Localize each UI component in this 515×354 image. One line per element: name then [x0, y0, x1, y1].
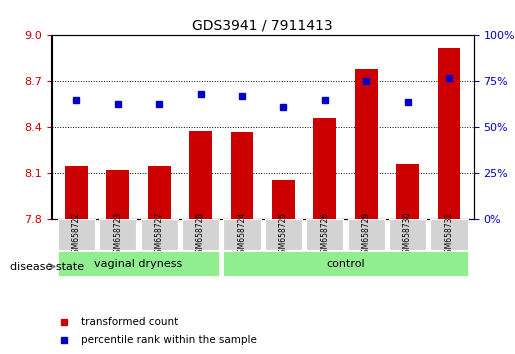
- Text: GSM658730: GSM658730: [403, 211, 412, 258]
- FancyBboxPatch shape: [265, 219, 302, 250]
- Bar: [189, 131, 212, 219]
- FancyBboxPatch shape: [224, 251, 468, 276]
- Text: GSM658726: GSM658726: [320, 211, 329, 258]
- Text: control: control: [326, 259, 365, 269]
- Bar: [148, 166, 170, 219]
- Text: GSM658722: GSM658722: [72, 211, 81, 258]
- Text: vaginal dryness: vaginal dryness: [94, 259, 183, 269]
- Bar: [396, 164, 419, 219]
- FancyBboxPatch shape: [99, 219, 136, 250]
- Text: GSM658729: GSM658729: [362, 211, 371, 258]
- FancyBboxPatch shape: [306, 219, 344, 250]
- Text: transformed count: transformed count: [81, 317, 178, 327]
- Bar: [355, 69, 377, 219]
- Text: GSM658728: GSM658728: [196, 211, 205, 258]
- Text: percentile rank within the sample: percentile rank within the sample: [81, 335, 257, 345]
- Text: GSM658725: GSM658725: [279, 211, 288, 258]
- Bar: [65, 166, 88, 219]
- Bar: [231, 132, 253, 219]
- Text: GSM658731: GSM658731: [444, 211, 454, 258]
- Text: disease state: disease state: [10, 262, 84, 272]
- FancyBboxPatch shape: [182, 219, 219, 250]
- FancyBboxPatch shape: [224, 219, 261, 250]
- Bar: [313, 118, 336, 219]
- Text: GSM658727: GSM658727: [154, 211, 164, 258]
- FancyBboxPatch shape: [431, 219, 468, 250]
- FancyBboxPatch shape: [58, 219, 95, 250]
- FancyBboxPatch shape: [389, 219, 426, 250]
- Title: GDS3941 / 7911413: GDS3941 / 7911413: [192, 19, 333, 33]
- Bar: [107, 170, 129, 219]
- FancyBboxPatch shape: [58, 251, 219, 276]
- FancyBboxPatch shape: [348, 219, 385, 250]
- Bar: [272, 179, 295, 219]
- Bar: [438, 48, 460, 219]
- Text: GSM658724: GSM658724: [237, 211, 247, 258]
- FancyBboxPatch shape: [141, 219, 178, 250]
- Text: GSM658723: GSM658723: [113, 211, 122, 258]
